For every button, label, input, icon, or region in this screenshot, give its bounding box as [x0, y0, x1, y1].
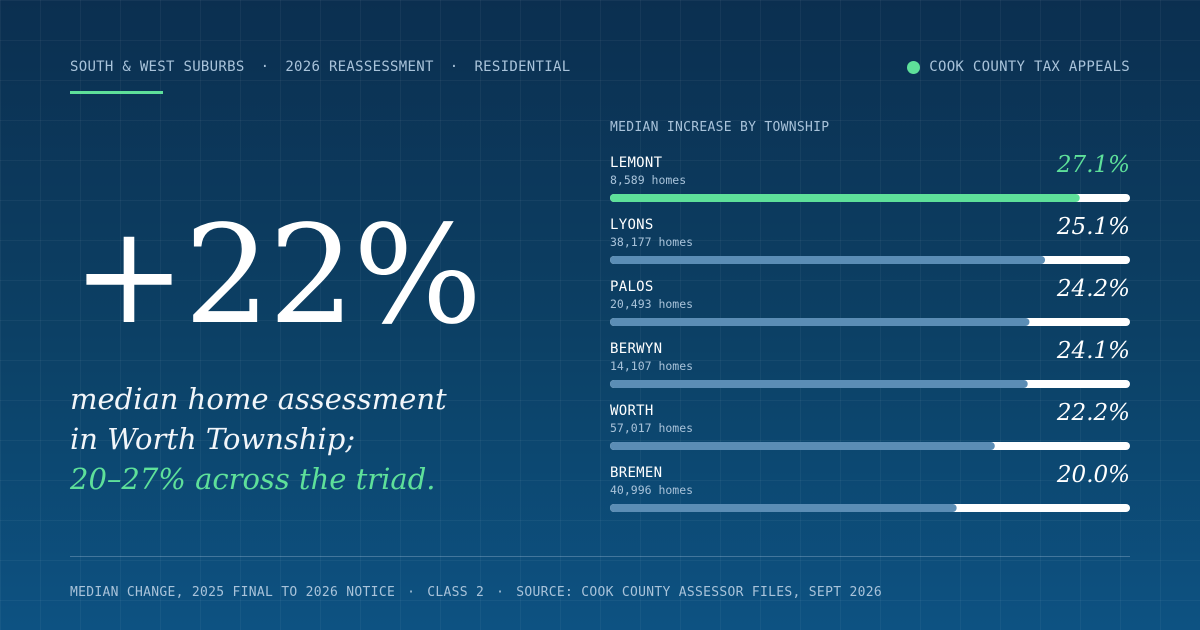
footer: MEDIAN CHANGE, 2025 FINAL TO 2026 NOTICE…: [70, 585, 882, 600]
region-label: SOUTH & WEST SUBURBS: [70, 59, 245, 75]
township-label-palos: PALOS: [610, 279, 654, 295]
homes-count-bremen: 40,996 homes: [610, 483, 693, 497]
bar-palos: [610, 318, 1030, 326]
class-label: RESIDENTIAL: [474, 59, 571, 75]
hero-caption: median home assessment in Worth Township…: [70, 379, 447, 499]
footer-note: MEDIAN CHANGE, 2025 FINAL TO 2026 NOTICE: [70, 585, 396, 600]
homes-count-worth: 57,017 homes: [610, 421, 693, 435]
township-label-berwyn: BERWYN: [610, 341, 662, 357]
caption-line-2: in Worth Township;: [70, 422, 356, 456]
year-label: 2026 REASSESSMENT: [285, 59, 434, 75]
township-label-worth: WORTH: [610, 403, 654, 419]
township-label-bremen: BREMEN: [610, 465, 662, 481]
homes-count-palos: 20,493 homes: [610, 297, 693, 311]
value-label-bremen: 20.0%: [1056, 462, 1130, 488]
footer-separator: ·: [496, 585, 505, 600]
value-label-lemont: 27.1%: [1056, 152, 1130, 178]
value-label-berwyn: 24.1%: [1056, 338, 1130, 364]
header-separator: ·: [260, 59, 270, 75]
brand: COOK COUNTY TAX APPEALS: [907, 59, 1130, 75]
hero-figure: +22%: [72, 197, 482, 355]
homes-count-lyons: 38,177 homes: [610, 235, 693, 249]
header-separator: ·: [449, 59, 459, 75]
footer-divider: [70, 556, 1130, 557]
township-label-lyons: LYONS: [610, 217, 654, 233]
bar-lyons: [610, 256, 1046, 264]
header-accent-rule: [70, 91, 163, 94]
value-label-lyons: 25.1%: [1056, 214, 1130, 240]
homes-count-lemont: 8,589 homes: [610, 173, 686, 187]
caption-line-1: median home assessment: [70, 382, 447, 416]
header-tagline: SOUTH & WEST SUBURBS · 2026 REASSESSMENT · R…: [70, 59, 570, 75]
homes-count-berwyn: 14,107 homes: [610, 359, 693, 373]
value-label-worth: 22.2%: [1056, 400, 1130, 426]
footer-source: SOURCE: COOK COUNTY ASSESSOR FILES, SEPT…: [516, 585, 882, 600]
footer-separator: ·: [407, 585, 416, 600]
chart-title: MEDIAN INCREASE BY TOWNSHIP: [610, 120, 830, 135]
bar-worth: [610, 442, 995, 450]
bar-lemont: [610, 194, 1080, 202]
brand-dot-icon: [907, 60, 921, 74]
footer-class: CLASS 2: [427, 585, 485, 600]
value-label-palos: 24.2%: [1056, 276, 1130, 302]
brand-name: COOK COUNTY TAX APPEALS: [929, 59, 1130, 75]
bar-bremen: [610, 504, 957, 512]
township-label-lemont: LEMONT: [610, 155, 663, 171]
bar-berwyn: [610, 380, 1028, 388]
caption-line-3: 20–27% across the triad.: [70, 462, 436, 496]
